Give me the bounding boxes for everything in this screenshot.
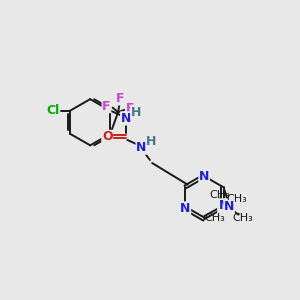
Text: CH₃: CH₃ (205, 213, 226, 223)
Text: Cl: Cl (46, 104, 60, 117)
Text: N: N (219, 199, 230, 212)
Text: F: F (102, 100, 111, 112)
Text: N: N (121, 112, 131, 125)
Text: N: N (180, 202, 190, 215)
Text: F: F (116, 92, 124, 105)
Text: N: N (136, 141, 146, 154)
Text: CH₃: CH₃ (233, 213, 254, 223)
Text: H: H (131, 106, 141, 119)
Text: N: N (218, 202, 228, 215)
Text: F: F (126, 102, 135, 115)
Text: CH₃: CH₃ (226, 194, 247, 204)
Text: N: N (224, 200, 234, 213)
Text: N: N (199, 169, 209, 183)
Text: H: H (146, 135, 157, 148)
Text: CH₃: CH₃ (209, 190, 230, 200)
Text: O: O (102, 130, 112, 143)
